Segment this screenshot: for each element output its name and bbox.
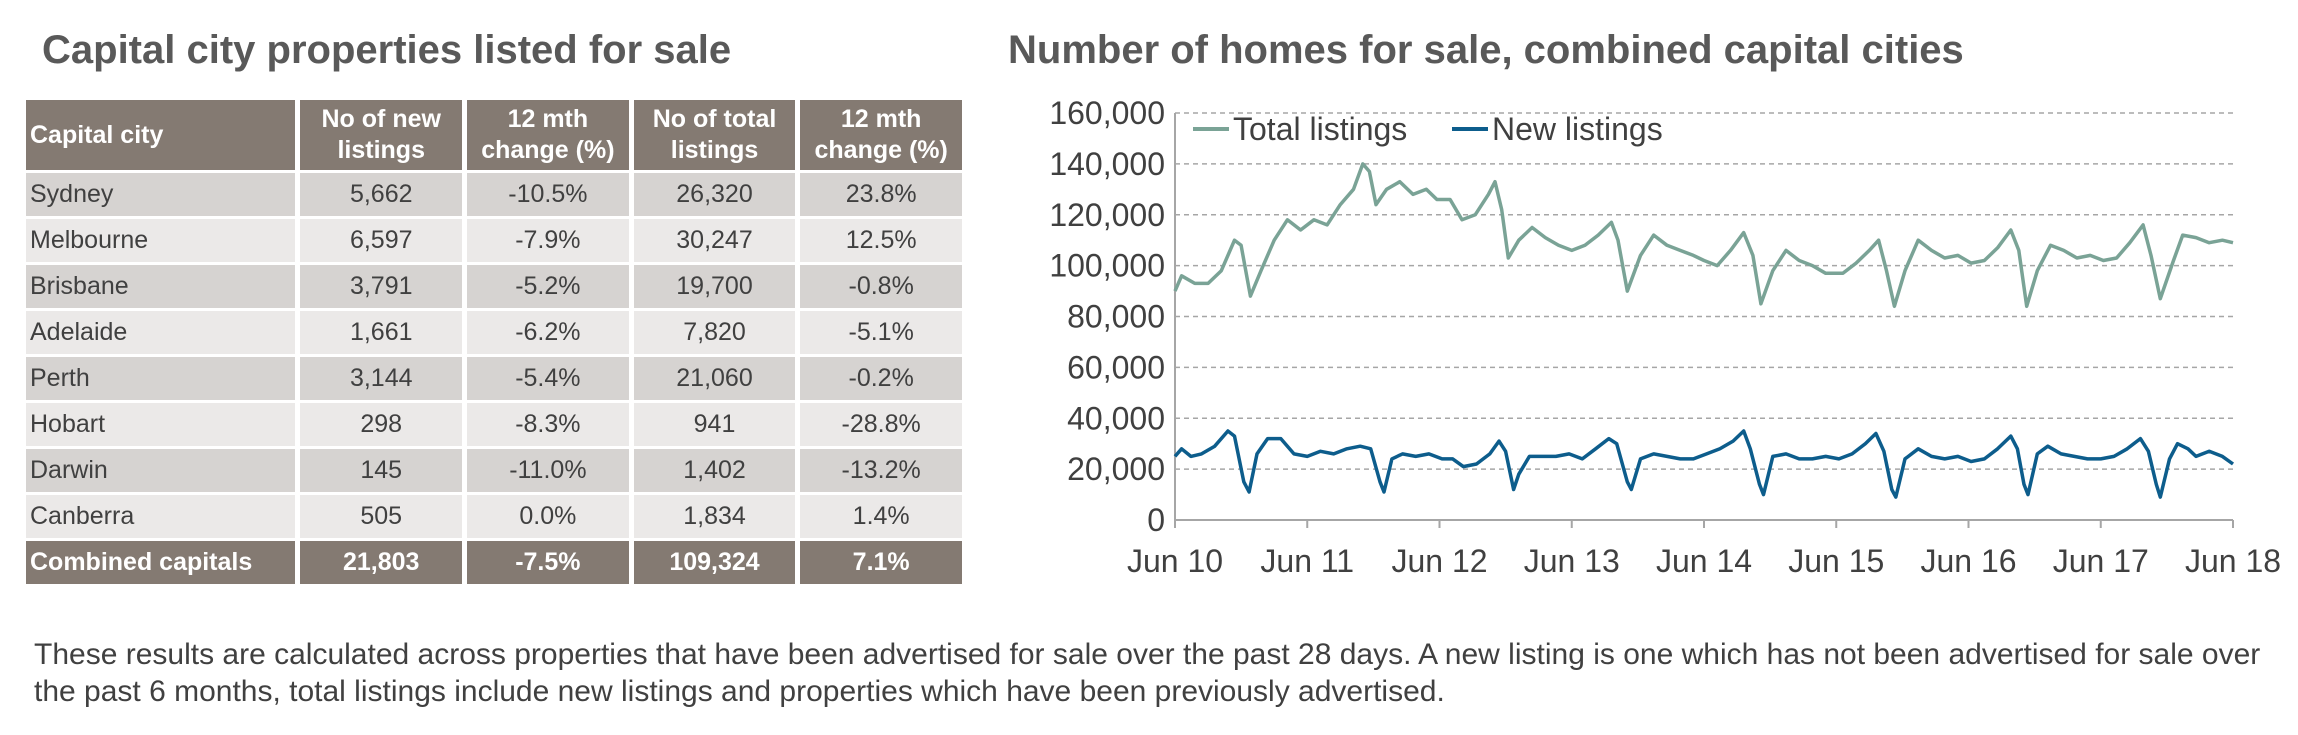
- legend-label: Total listings: [1233, 111, 1407, 147]
- cell-total: 941: [633, 403, 796, 446]
- header-total-change: 12 mth change (%): [800, 100, 962, 170]
- y-tick-label: 0: [1147, 502, 1165, 538]
- x-tick-label: Jun 10: [1127, 543, 1223, 579]
- cell-total: 19,700: [633, 265, 796, 308]
- cell-total: 21,060: [633, 357, 796, 400]
- x-tick-label: Jun 13: [1524, 543, 1620, 579]
- cell-new: 505: [300, 495, 463, 538]
- cell-total-change: -13.2%: [800, 449, 962, 492]
- cell-new: 3,144: [300, 357, 463, 400]
- line-chart: 0 20,000 40,000 60,000 80,000 100,000 120,000 1…: [1049, 95, 2281, 579]
- cell-new: 3,791: [300, 265, 463, 308]
- header-total-listings: No of total listings: [633, 100, 796, 170]
- listings-table: Capital city No of new listings 12 mth c…: [21, 97, 967, 587]
- legend-label: New listings: [1492, 111, 1663, 147]
- y-tick-label: 80,000: [1067, 299, 1165, 335]
- table-total-row: Combined capitals 21,803 -7.5% 109,324 7.1%: [26, 541, 962, 584]
- header-new-listings: No of new listings: [300, 100, 463, 170]
- table-row: Melbourne 6,597 -7.9% 30,247 12.5%: [26, 219, 962, 262]
- cell-city: Darwin: [26, 449, 296, 492]
- cell-city: Melbourne: [26, 219, 296, 262]
- y-tick-label: 100,000: [1049, 248, 1165, 284]
- cell-city: Sydney: [26, 173, 296, 216]
- header-capital-city: Capital city: [26, 100, 296, 170]
- table-row: Sydney 5,662 -10.5% 26,320 23.8%: [26, 173, 962, 216]
- total-cell-total-change: 7.1%: [800, 541, 962, 584]
- x-tick-label: Jun 14: [1656, 543, 1752, 579]
- y-tick-label: 40,000: [1067, 400, 1165, 436]
- cell-new: 145: [300, 449, 463, 492]
- cell-new-change: -7.9%: [467, 219, 629, 262]
- cell-city: Perth: [26, 357, 296, 400]
- total-cell-total: 109,324: [633, 541, 796, 584]
- x-tick-label: Jun 15: [1788, 543, 1884, 579]
- cell-new-change: -5.4%: [467, 357, 629, 400]
- chart-title: Number of homes for sale, combined capit…: [1008, 28, 1964, 72]
- table-header-row: Capital city No of new listings 12 mth c…: [26, 100, 962, 170]
- x-tick-label: Jun 16: [1920, 543, 2016, 579]
- cell-new-change: -8.3%: [467, 403, 629, 446]
- cell-total: 7,820: [633, 311, 796, 354]
- cell-total: 1,834: [633, 495, 796, 538]
- cell-city: Canberra: [26, 495, 296, 538]
- total-cell-city: Combined capitals: [26, 541, 296, 584]
- footnote: These results are calculated across prop…: [34, 638, 2261, 708]
- series-line-total-listings: [1173, 162, 2234, 309]
- cell-total-change: -0.8%: [800, 265, 962, 308]
- cell-total-change: 12.5%: [800, 219, 962, 262]
- y-tick-label: 120,000: [1049, 197, 1165, 233]
- cell-new: 298: [300, 403, 463, 446]
- cell-new-change: -5.2%: [467, 265, 629, 308]
- cell-city: Adelaide: [26, 311, 296, 354]
- series-line-new-listings: [1173, 429, 2235, 499]
- cell-total: 1,402: [633, 449, 796, 492]
- table-row: Canberra 505 0.0% 1,834 1.4%: [26, 495, 962, 538]
- cell-new: 6,597: [300, 219, 463, 262]
- table-title: Capital city properties listed for sale: [42, 28, 732, 72]
- x-tick-label: Jun 11: [1260, 543, 1354, 579]
- cell-new-change: -6.2%: [467, 311, 629, 354]
- cell-new-change: -10.5%: [467, 173, 629, 216]
- y-tick-label: 140,000: [1049, 146, 1165, 182]
- cell-total: 26,320: [633, 173, 796, 216]
- cell-new-change: 0.0%: [467, 495, 629, 538]
- total-cell-new: 21,803: [300, 541, 463, 584]
- cell-new: 1,661: [300, 311, 463, 354]
- x-tick-label: Jun 17: [2053, 543, 2149, 579]
- y-tick-label: 160,000: [1049, 95, 1165, 131]
- total-cell-new-change: -7.5%: [467, 541, 629, 584]
- table-row: Brisbane 3,791 -5.2% 19,700 -0.8%: [26, 265, 962, 308]
- cell-total-change: -28.8%: [800, 403, 962, 446]
- y-tick-label: 60,000: [1067, 349, 1165, 385]
- table-row: Darwin 145 -11.0% 1,402 -13.2%: [26, 449, 962, 492]
- cell-new-change: -11.0%: [467, 449, 629, 492]
- cell-total: 30,247: [633, 219, 796, 262]
- cell-total-change: -5.1%: [800, 311, 962, 354]
- y-tick-label: 20,000: [1067, 451, 1165, 487]
- x-tick-label: Jun 18: [2185, 543, 2281, 579]
- x-tick-label: Jun 12: [1391, 543, 1487, 579]
- cell-city: Brisbane: [26, 265, 296, 308]
- cell-total-change: -0.2%: [800, 357, 962, 400]
- cell-city: Hobart: [26, 403, 296, 446]
- table-row: Adelaide 1,661 -6.2% 7,820 -5.1%: [26, 311, 962, 354]
- cell-new: 5,662: [300, 173, 463, 216]
- table-row: Perth 3,144 -5.4% 21,060 -0.2%: [26, 357, 962, 400]
- cell-total-change: 1.4%: [800, 495, 962, 538]
- cell-total-change: 23.8%: [800, 173, 962, 216]
- header-new-change: 12 mth change (%): [467, 100, 629, 170]
- table-row: Hobart 298 -8.3% 941 -28.8%: [26, 403, 962, 446]
